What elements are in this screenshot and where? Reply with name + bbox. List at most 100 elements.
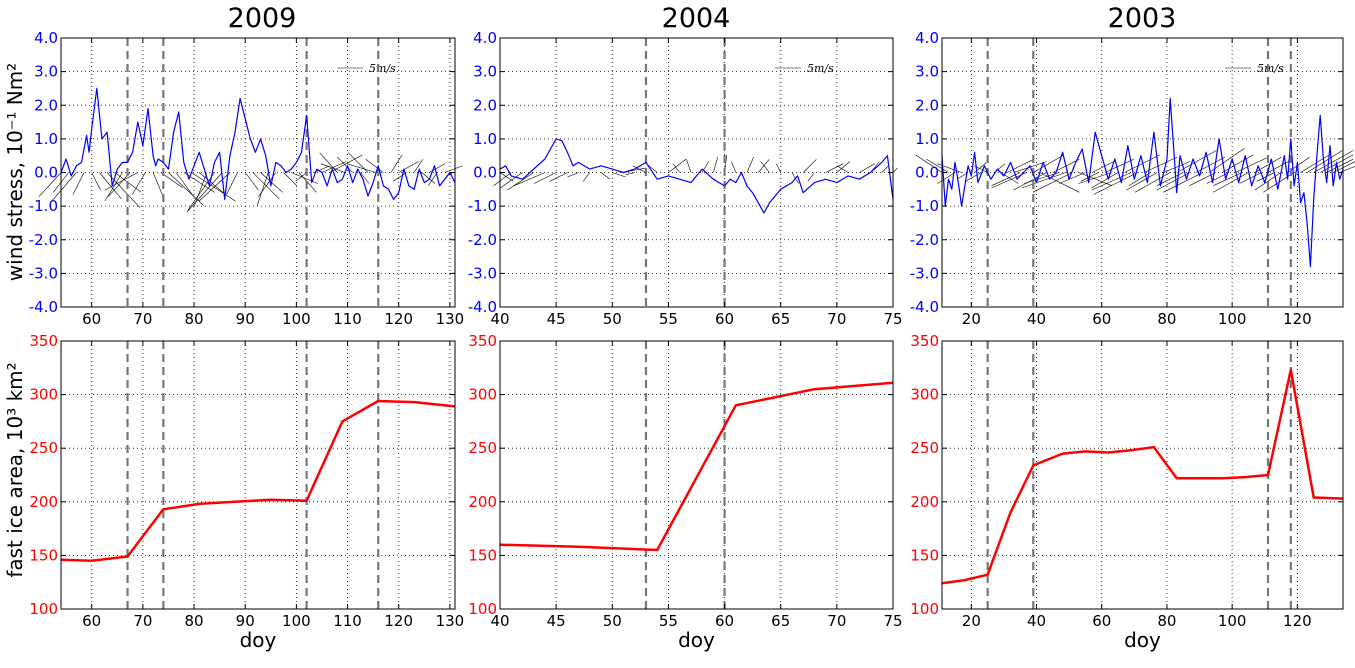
wind-vector — [1104, 159, 1134, 173]
wind-vector — [672, 163, 680, 173]
x-tick-label: 55 — [659, 612, 678, 630]
y-tick-label: 100 — [468, 600, 497, 618]
x-tick-label: 50 — [603, 310, 622, 328]
x-tick-label: 80 — [184, 310, 203, 328]
wind-vector — [802, 159, 817, 173]
y-axis-label-wind-stress: wind stress, 10⁻¹ Nm² — [3, 63, 27, 281]
wind-vector — [347, 163, 376, 173]
wind-vector — [1313, 150, 1354, 173]
wind-vector — [319, 152, 338, 173]
x-axis-label: doy — [678, 628, 715, 652]
y-tick-label: 2.0 — [915, 96, 939, 114]
wind-vector — [1128, 172, 1151, 186]
wind-vector — [1134, 172, 1171, 193]
wind-vector — [1078, 172, 1112, 184]
wind-stress-line — [500, 138, 893, 214]
y-tick-label: -4.0 — [468, 298, 497, 316]
panel-title-2003: 2003 — [1108, 3, 1177, 34]
y-tick-label: 3.0 — [915, 63, 939, 81]
wind-vector — [187, 172, 215, 211]
wind-vector — [295, 172, 307, 182]
y-tick-label: -1.0 — [910, 197, 939, 215]
wind-vector — [1124, 154, 1160, 173]
wind-vector — [937, 163, 962, 173]
wind-vector — [1013, 172, 1047, 191]
wind-vector — [567, 172, 579, 178]
x-tick-label: 110 — [333, 310, 362, 328]
y-tick-label: 3.0 — [34, 63, 58, 81]
wind-vector — [256, 172, 269, 206]
wind-vector — [183, 172, 215, 193]
wind-vector — [131, 172, 146, 195]
y-tick-label: -1.0 — [29, 197, 58, 215]
y-tick-label: 1.0 — [915, 130, 939, 148]
wind-vector — [444, 165, 463, 173]
wind-vector — [582, 172, 591, 182]
wind-vector — [291, 172, 318, 184]
x-tick-label: 80 — [1157, 310, 1176, 328]
y-tick-label: 350 — [910, 332, 939, 350]
y-tick-label: 2.0 — [473, 96, 497, 114]
x-tick-label: 20 — [962, 310, 981, 328]
y-tick-label: 150 — [468, 546, 497, 564]
wind-vector — [283, 172, 297, 186]
wind-vector — [991, 172, 1021, 186]
legend-scale-label: 5m/s — [369, 62, 396, 75]
x-tick-label: 70 — [827, 310, 846, 328]
wind-stress-line — [942, 97, 1343, 268]
wind-vector — [507, 172, 534, 191]
wind-vector — [1021, 172, 1066, 189]
wind-vector — [1156, 172, 1190, 191]
wind-vector — [500, 172, 523, 189]
wind-vector — [421, 172, 436, 184]
x-tick-label: 40 — [490, 310, 509, 328]
wind-vector — [731, 161, 737, 173]
y-tick-label: 350 — [468, 332, 497, 350]
x-tick-label: 130 — [436, 310, 465, 328]
wind-vector — [1032, 172, 1073, 193]
wind-vector — [776, 163, 781, 173]
x-tick-label: 45 — [547, 612, 566, 630]
wind-vector — [1163, 172, 1203, 193]
plot-frame — [941, 340, 1344, 610]
wind-vector — [413, 159, 424, 173]
wind-vector — [365, 159, 384, 173]
wind-vector — [513, 172, 546, 186]
x-tick-label: 45 — [547, 310, 566, 328]
wind-vector — [612, 172, 626, 178]
y-tick-label: 1.0 — [473, 130, 497, 148]
wind-vector — [226, 172, 238, 195]
wind-vector — [1093, 172, 1138, 195]
x-tick-label: 100 — [282, 310, 311, 328]
y-tick-label: 350 — [29, 332, 58, 350]
chart-panel-5: 100 150 200 250 300 350 20 40 60 80 100 120 doy — [910, 332, 1344, 652]
x-tick-label: 60 — [82, 310, 101, 328]
y-tick-label: 250 — [29, 439, 58, 457]
x-tick-label: 65 — [771, 310, 790, 328]
y-tick-label: 3.0 — [473, 63, 497, 81]
wind-vector — [175, 172, 194, 197]
x-tick-label: 70 — [133, 612, 152, 630]
wind-vector — [398, 161, 419, 173]
x-tick-label: 75 — [883, 310, 902, 328]
wind-vector — [1000, 172, 1019, 184]
wind-vector — [1039, 172, 1080, 193]
wind-vector — [1267, 159, 1293, 173]
wind-vector — [321, 161, 347, 173]
x-tick-label: 40 — [1027, 310, 1046, 328]
panel-group: 5m/s -4.0 -3.0 -2.0 -1.0 0.0 1.0 2.0 3.0 4.0 60 70 8… — [29, 29, 1355, 652]
plot-frame — [499, 340, 894, 610]
wind-vector — [99, 172, 122, 200]
y-tick-label: 2.0 — [34, 96, 58, 114]
wind-vector — [760, 161, 770, 173]
y-tick-label: 300 — [29, 386, 58, 404]
y-tick-label: 0.0 — [915, 164, 939, 182]
legend-scale-label: 5m/s — [807, 62, 834, 75]
wind-vector — [701, 161, 709, 173]
wind-vector — [1256, 172, 1275, 182]
y-tick-label: -2.0 — [910, 231, 939, 249]
wind-vector — [713, 157, 719, 173]
wind-vector — [1326, 159, 1354, 173]
y-tick-label: 300 — [468, 386, 497, 404]
y-tick-label: 0.0 — [34, 164, 58, 182]
